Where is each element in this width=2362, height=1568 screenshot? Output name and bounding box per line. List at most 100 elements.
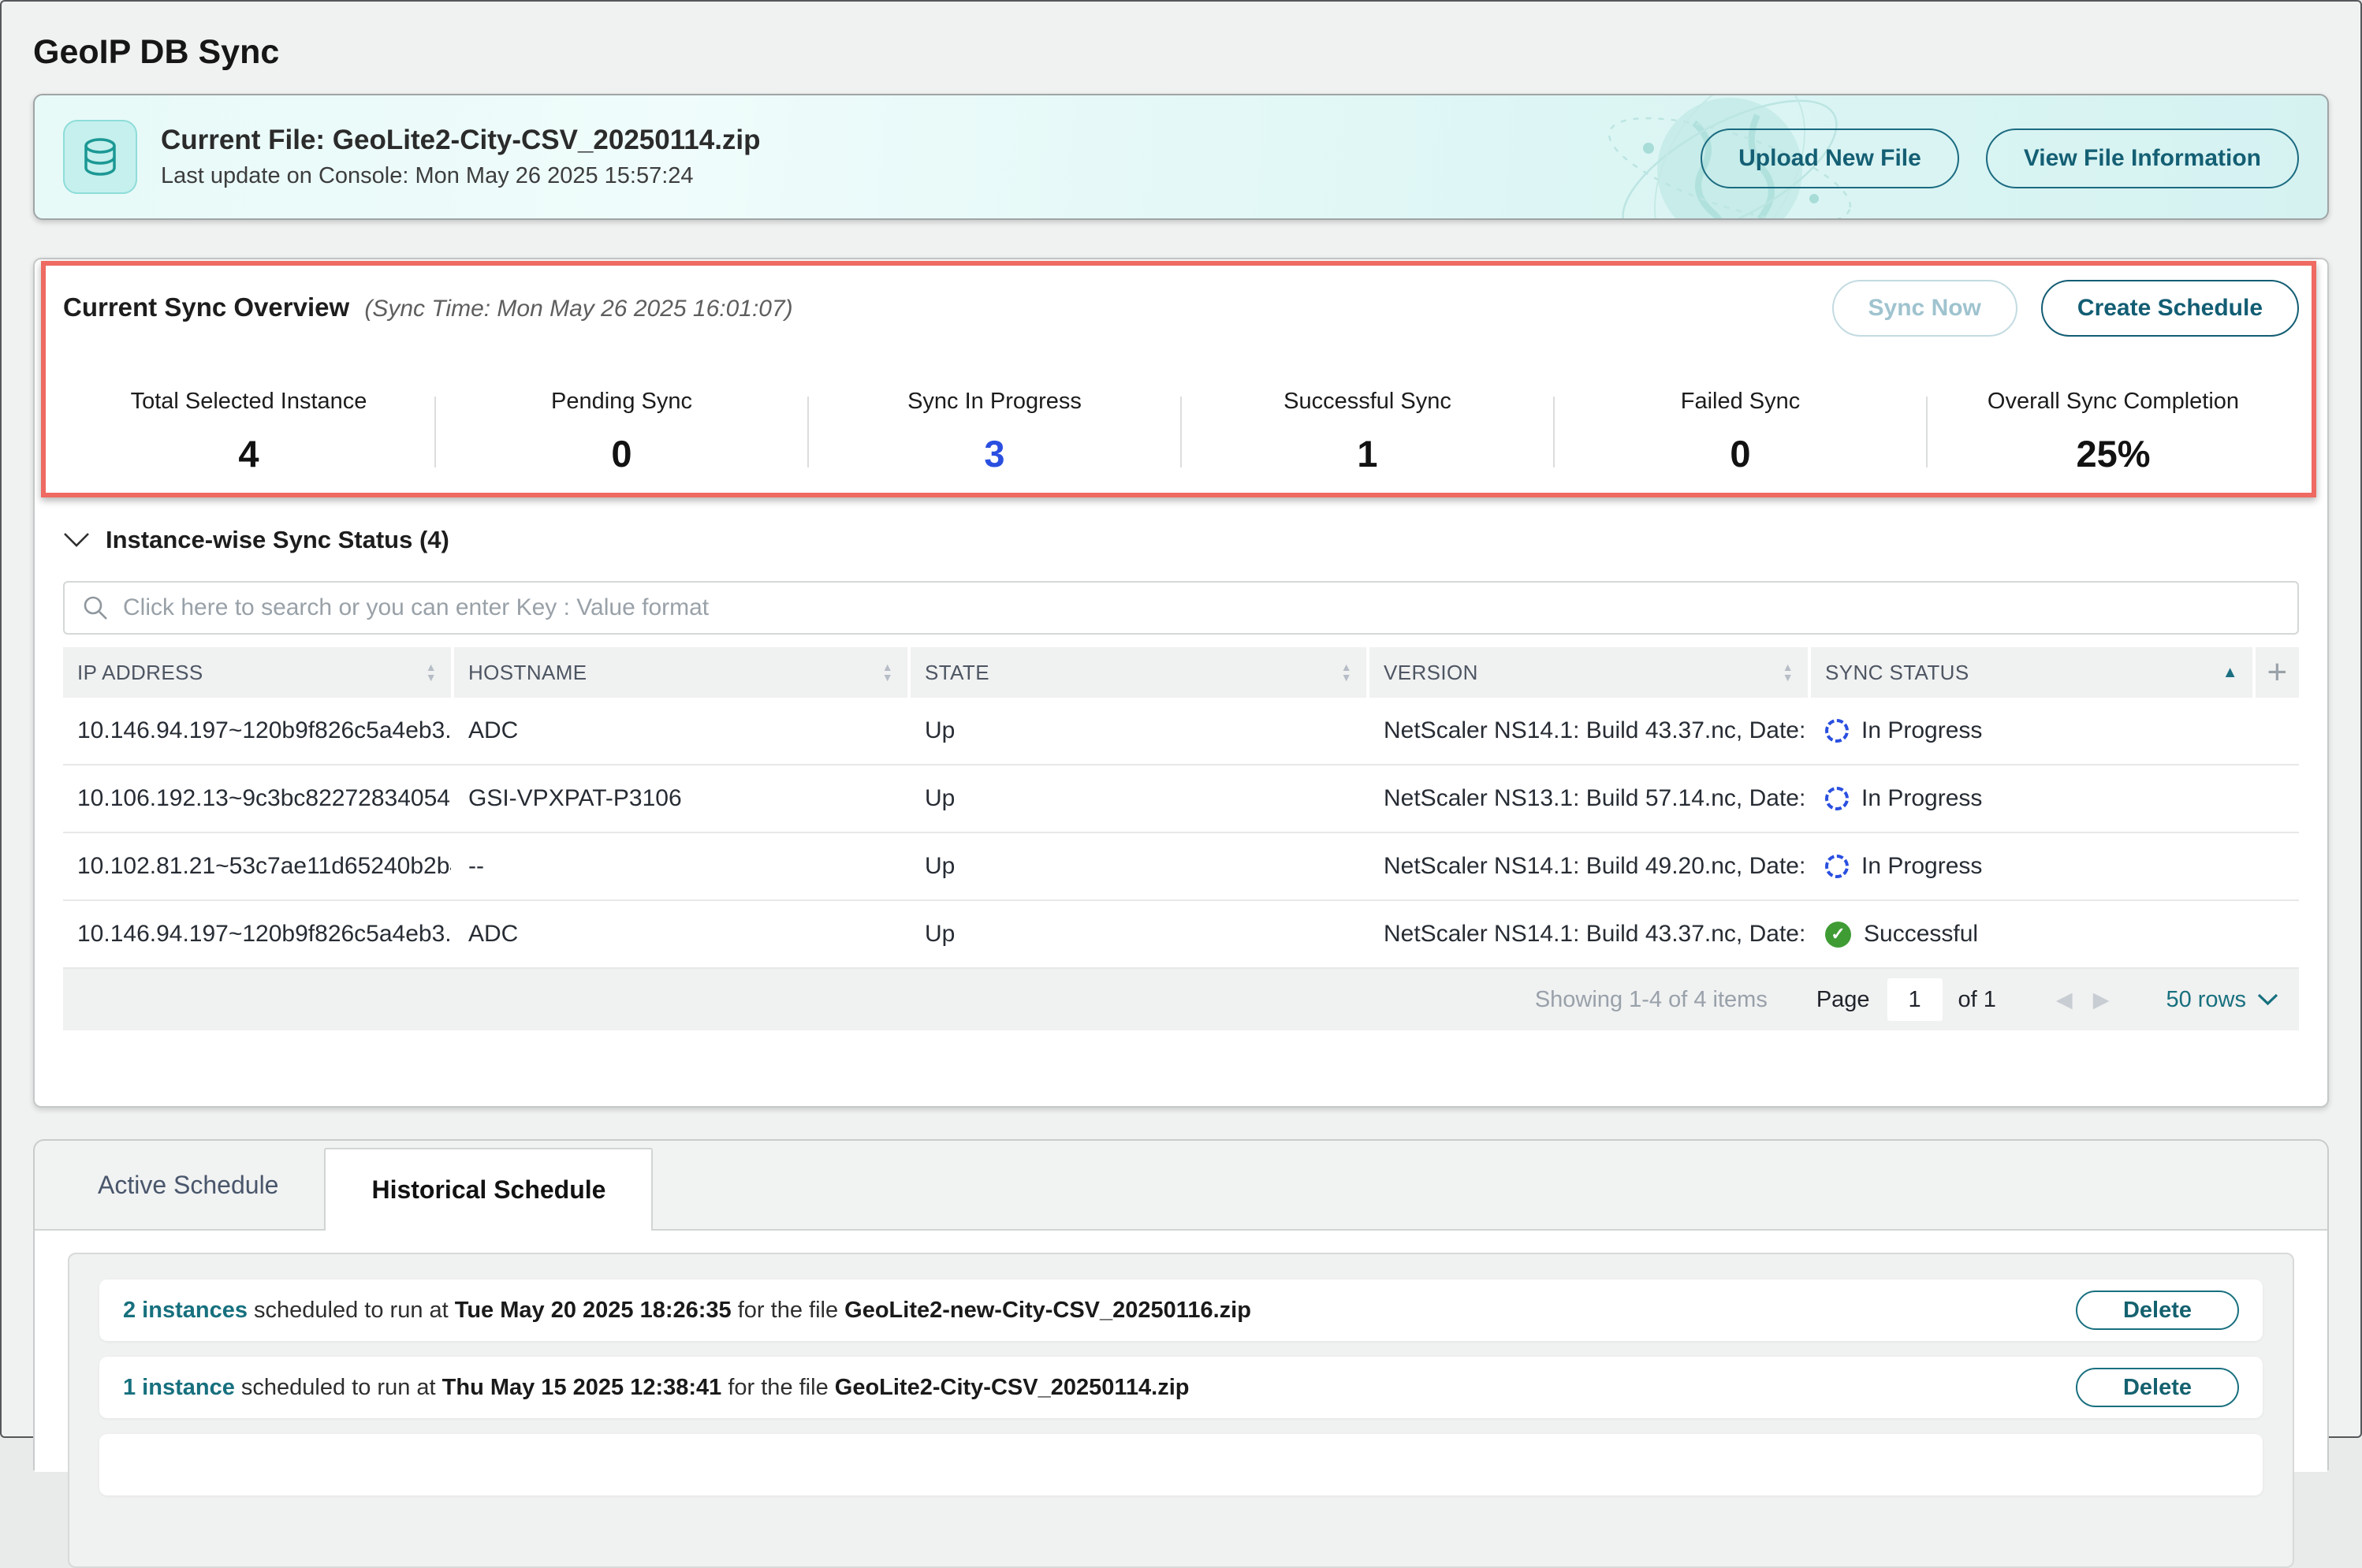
in-progress-spinner-icon [1825, 787, 1849, 810]
sync-stats-row: Total Selected Instance 4 Pending Sync 0… [63, 389, 2299, 475]
sync-now-button[interactable]: Sync Now [1832, 280, 2017, 337]
schedule-row: 2 instances scheduled to run at Tue May … [99, 1279, 2263, 1341]
schedule-card: Active Schedule Historical Schedule 2 in… [33, 1139, 2329, 1470]
tab-active-schedule[interactable]: Active Schedule [52, 1141, 324, 1229]
overview-header: Current Sync Overview (Sync Time: Mon Ma… [63, 259, 2299, 340]
sync-status-text: In Progress [1861, 853, 1982, 880]
column-header-hostname[interactable]: HOSTNAME ▲▼ [454, 647, 907, 698]
sort-icon: ▲▼ [1783, 662, 1794, 683]
current-file-info: Current File: GeoLite2-City-CSV_20250114… [161, 125, 761, 189]
column-header-sync-status[interactable]: SYNC STATUS ▲ [1811, 647, 2252, 698]
historical-schedule-panel: 2 instances scheduled to run at Tue May … [35, 1231, 2327, 1472]
rows-per-page-selector[interactable]: 50 rows [2166, 987, 2278, 1013]
column-label: VERSION [1384, 661, 1478, 685]
in-progress-spinner-icon [1825, 855, 1849, 878]
cell-empty [2256, 698, 2299, 764]
cell-state: Up [911, 698, 1366, 764]
cell-version: NetScaler NS14.1: Build 43.37.nc, Date: … [1369, 901, 1808, 967]
overview-actions: Sync Now Create Schedule [1832, 280, 2299, 337]
schedule-description: 2 instances scheduled to run at Tue May … [123, 1298, 1251, 1324]
instance-table-header: IP ADDRESS ▲▼ HOSTNAME ▲▼ STATE ▲▼ VERSI… [63, 647, 2299, 698]
instance-sync-status-toggle[interactable]: Instance-wise Sync Status (4) [63, 526, 449, 554]
column-header-version[interactable]: VERSION ▲▼ [1369, 647, 1808, 698]
success-check-icon: ✓ [1825, 922, 1851, 948]
column-label: IP ADDRESS [77, 661, 203, 685]
stat-failed-sync: Failed Sync 0 [1555, 389, 1926, 475]
cell-version: NetScaler NS13.1: Build 57.14.nc, Date: … [1369, 765, 1808, 832]
schedule-description: 1 instance scheduled to run at Thu May 1… [123, 1375, 1189, 1401]
schedule-text-part: scheduled to run at [235, 1375, 442, 1400]
stat-pending-sync: Pending Sync 0 [436, 389, 807, 475]
schedule-row-partial [99, 1434, 2263, 1495]
page-number-input[interactable] [1887, 978, 1943, 1021]
tab-historical-schedule[interactable]: Historical Schedule [324, 1148, 653, 1231]
schedule-text-part: scheduled to run at [248, 1298, 455, 1323]
cell-sync-status: ✓ Successful [1811, 901, 2252, 967]
table-row[interactable]: 10.146.94.197~120b9f826c5a4eb3... ADC Up… [63, 901, 2299, 969]
stat-label: Overall Sync Completion [1928, 389, 2299, 415]
cell-ip-address: 10.146.94.197~120b9f826c5a4eb3... [63, 901, 451, 967]
instance-search-box [63, 581, 2299, 635]
schedule-datetime: Thu May 15 2025 12:38:41 [442, 1375, 722, 1400]
last-update-text: Last update on Console: Mon May 26 2025 … [161, 163, 761, 189]
in-progress-spinner-icon [1825, 719, 1849, 743]
geoip-db-sync-page: GeoIP DB Sync Current File: GeoLite2-Cit… [2, 2, 2360, 1470]
stat-sync-in-progress: Sync In Progress 3 [809, 389, 1180, 475]
prev-page-icon[interactable]: ◀ [2056, 988, 2073, 1012]
table-row[interactable]: 10.102.81.21~53c7ae11d65240b2b4... -- Up… [63, 833, 2299, 901]
upload-new-file-button[interactable]: Upload New File [1701, 128, 1959, 188]
stat-overall-sync-completion: Overall Sync Completion 25% [1928, 389, 2299, 475]
cell-hostname: -- [454, 833, 907, 899]
page-label: Page [1816, 987, 1870, 1013]
chevron-down-icon [63, 532, 90, 548]
create-schedule-button[interactable]: Create Schedule [2041, 280, 2299, 337]
page-of-text: of 1 [1958, 987, 1996, 1013]
schedule-filename: GeoLite2-new-City-CSV_20250116.zip [844, 1298, 1251, 1323]
column-header-ip-address[interactable]: IP ADDRESS ▲▼ [63, 647, 451, 698]
rows-chevron-icon [2257, 993, 2278, 1006]
search-input[interactable] [123, 594, 2280, 621]
current-file-title: Current File: GeoLite2-City-CSV_20250114… [161, 125, 761, 156]
cell-sync-status: In Progress [1811, 698, 2252, 764]
next-page-icon[interactable]: ▶ [2093, 988, 2110, 1012]
column-header-state[interactable]: STATE ▲▼ [911, 647, 1366, 698]
table-pagination-footer: Showing 1-4 of 4 items Page of 1 ◀ ▶ 50 … [63, 969, 2299, 1030]
stat-value: 0 [1555, 432, 1926, 475]
rows-per-page-label: 50 rows [2166, 987, 2246, 1013]
cell-sync-status: In Progress [1811, 765, 2252, 832]
overview-sync-time: (Sync Time: Mon May 26 2025 16:01:07) [364, 296, 792, 322]
stat-label: Failed Sync [1555, 389, 1926, 415]
stat-total-selected-instance: Total Selected Instance 4 [63, 389, 434, 475]
instances-link[interactable]: 2 instances [123, 1298, 248, 1323]
search-icon [82, 594, 109, 621]
cell-ip-address: 10.146.94.197~120b9f826c5a4eb3... [63, 698, 451, 764]
delete-schedule-button[interactable]: Delete [2076, 1368, 2239, 1407]
stat-label: Sync In Progress [809, 389, 1180, 415]
schedule-text-part: for the file [732, 1298, 844, 1323]
stat-label: Pending Sync [436, 389, 807, 415]
instance-table: IP ADDRESS ▲▼ HOSTNAME ▲▼ STATE ▲▼ VERSI… [63, 647, 2299, 1030]
cell-empty [2256, 833, 2299, 899]
table-row[interactable]: 10.106.192.13~9c3bc82272834054... GSI-VP… [63, 765, 2299, 833]
instances-link[interactable]: 1 instance [123, 1375, 235, 1400]
stat-label: Total Selected Instance [63, 389, 434, 415]
cell-version: NetScaler NS14.1: Build 49.20.nc, Date: … [1369, 833, 1808, 899]
cell-state: Up [911, 833, 1366, 899]
schedule-tab-strip: Active Schedule Historical Schedule [35, 1141, 2327, 1231]
column-label: SYNC STATUS [1825, 661, 1969, 685]
add-column-icon: + [2267, 653, 2287, 692]
cell-hostname: ADC [454, 698, 907, 764]
sync-status-text: In Progress [1861, 785, 1982, 812]
add-column-button[interactable]: + [2256, 647, 2299, 698]
stat-successful-sync: Successful Sync 1 [1182, 389, 1553, 475]
cell-sync-status: In Progress [1811, 833, 2252, 899]
sort-icon: ▲▼ [426, 662, 437, 683]
page-title: GeoIP DB Sync [33, 2, 2329, 72]
current-file-banner: Current File: GeoLite2-City-CSV_20250114… [33, 94, 2329, 220]
delete-schedule-button[interactable]: Delete [2076, 1291, 2239, 1330]
cell-ip-address: 10.106.192.13~9c3bc82272834054... [63, 765, 451, 832]
schedule-list-panel: 2 instances scheduled to run at Tue May … [68, 1253, 2294, 1568]
table-row[interactable]: 10.146.94.197~120b9f826c5a4eb3... ADC Up… [63, 698, 2299, 765]
sort-icon: ▲▼ [882, 662, 893, 683]
view-file-information-button[interactable]: View File Information [1986, 128, 2299, 188]
